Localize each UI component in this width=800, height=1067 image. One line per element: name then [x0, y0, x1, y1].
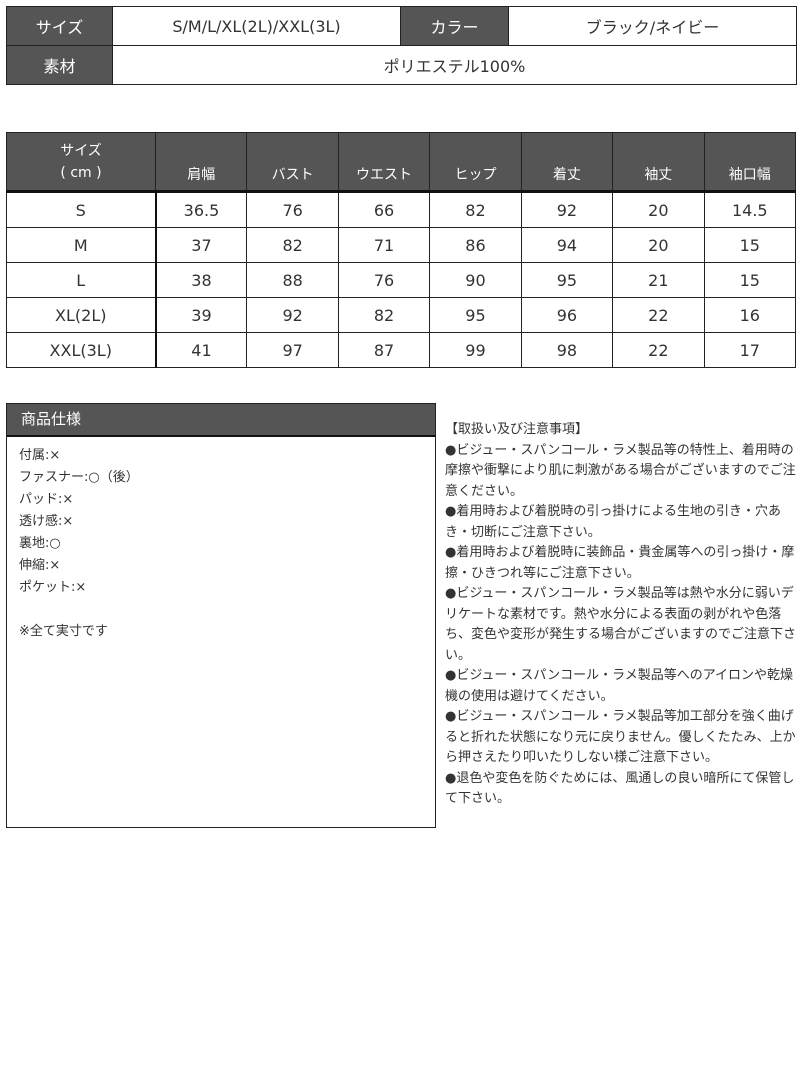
care-note: ●退色や変色を防ぐためには、風通しの良い暗所にて保管して下さい。 — [445, 770, 795, 807]
measurement-cell: 94 — [520, 227, 614, 263]
measurement-cell: 96 — [520, 297, 614, 333]
measurement-cell: 82 — [337, 297, 431, 333]
size-cell: L — [6, 262, 157, 298]
material-value: ポリエステル100% — [112, 45, 797, 85]
column-header: 肩幅 — [154, 132, 248, 193]
spec-item: ファスナー:○（後） — [19, 470, 139, 485]
care-note: ●ビジュー・スパンコール・ラメ製品等加工部分を強く曲げると折れた状態になり元に戻… — [445, 709, 796, 765]
care-note: ●ビジュー・スパンコール・ラメ製品等は熱や水分に弱いデリケートな素材です。熱や水… — [445, 586, 797, 663]
size-header-line2: ( cm ) — [60, 164, 102, 181]
material-label: 素材 — [6, 45, 113, 85]
spec-item: 伸縮:× — [19, 558, 61, 573]
measurement-cell: 88 — [246, 262, 339, 298]
size-row: M 37 82 71 86 94 20 15 — [6, 227, 797, 263]
care-note: ●ビジュー・スパンコール・ラメ製品等の特性上、着用時の摩擦や衝撃により肌に刺激が… — [445, 442, 796, 499]
column-header: ウエスト — [337, 132, 431, 193]
measurement-cell: 97 — [246, 332, 339, 368]
measurement-cell: 36.5 — [154, 191, 248, 228]
spec-note: ※全て実寸です — [19, 624, 108, 639]
measurement-cell: 98 — [520, 332, 614, 368]
size-chart-header: サイズ ( cm ) 肩幅 バスト ウエスト ヒップ 着丈 袖丈 袖口幅 — [6, 132, 797, 193]
size-row: XL(2L) 39 92 82 95 96 22 16 — [6, 297, 797, 333]
measurement-cell: 21 — [612, 262, 705, 298]
care-notes: 【取扱い及び注意事項】 ●ビジュー・スパンコール・ラメ製品等の特性上、着用時の摩… — [445, 420, 797, 810]
column-header: ヒップ — [429, 132, 522, 193]
size-row: XXL(3L) 41 97 87 99 98 22 17 — [6, 332, 797, 368]
spec-title: 商品仕様 — [7, 404, 435, 437]
spec-item: パッド:× — [19, 492, 74, 507]
size-cell: S — [6, 191, 157, 228]
product-info-table: サイズ S/M/L/XL(2L)/XXL(3L) カラー ブラック/ネイビー 素… — [6, 6, 797, 85]
measurement-cell: 17 — [703, 332, 797, 368]
spec-item: 透け感:× — [19, 514, 74, 529]
measurement-cell: 86 — [429, 227, 522, 263]
column-header: 着丈 — [520, 132, 614, 193]
product-spec-box: 商品仕様 付属:× ファスナー:○（後） パッド:× 透け感:× 裏地:○ 伸縮… — [6, 403, 436, 828]
measurement-cell: 95 — [520, 262, 614, 298]
size-row: L 38 88 76 90 95 21 15 — [6, 262, 797, 298]
care-note: ●着用時および着脱時に装飾品・貴金属等への引っ掛け・摩擦・ひきつれ等にご注意下さ… — [445, 545, 795, 581]
measurement-cell: 95 — [429, 297, 522, 333]
measurement-cell: 82 — [246, 227, 339, 263]
size-chart-table: サイズ ( cm ) 肩幅 バスト ウエスト ヒップ 着丈 袖丈 袖口幅 S 36… — [6, 132, 797, 368]
size-header-line1: サイズ — [60, 142, 102, 159]
size-cell: M — [6, 227, 157, 263]
measurement-cell: 22 — [612, 332, 705, 368]
column-header: 袖口幅 — [703, 132, 797, 193]
color-label: カラー — [400, 6, 509, 46]
measurement-cell: 92 — [246, 297, 339, 333]
measurement-cell: 37 — [154, 227, 248, 263]
spec-item: 付属:× — [19, 448, 61, 463]
size-cell: XL(2L) — [6, 297, 157, 333]
care-notes-title: 【取扱い及び注意事項】 — [445, 422, 589, 437]
care-note: ●ビジュー・スパンコール・ラメ製品等へのアイロンや乾燥機の使用は避けてください。 — [445, 668, 794, 704]
measurement-cell: 92 — [520, 191, 614, 228]
measurement-cell: 99 — [429, 332, 522, 368]
spec-item: 裏地:○ — [19, 536, 61, 551]
measurement-cell: 15 — [703, 262, 797, 298]
measurement-cell: 71 — [337, 227, 431, 263]
color-value: ブラック/ネイビー — [508, 6, 797, 46]
measurement-cell: 87 — [337, 332, 431, 368]
measurement-cell: 41 — [154, 332, 248, 368]
measurement-cell: 15 — [703, 227, 797, 263]
measurement-cell: 82 — [429, 191, 522, 228]
spec-item: ポケット:× — [19, 580, 87, 595]
measurement-cell: 38 — [154, 262, 248, 298]
measurement-cell: 76 — [246, 191, 339, 228]
column-header: 袖丈 — [612, 132, 705, 193]
care-note: ●着用時および着脱時の引っ掛けによる生地の引き・穴あき・切断にご注意下さい。 — [445, 504, 781, 540]
size-cell: XXL(3L) — [6, 332, 157, 368]
measurement-cell: 20 — [612, 191, 705, 228]
measurement-cell: 14.5 — [703, 191, 797, 228]
measurement-cell: 20 — [612, 227, 705, 263]
measurement-cell: 16 — [703, 297, 797, 333]
size-column-header: サイズ ( cm ) — [6, 132, 156, 193]
measurement-cell: 76 — [337, 262, 431, 298]
measurement-cell: 66 — [337, 191, 431, 228]
size-row: S 36.5 76 66 82 92 20 14.5 — [6, 191, 797, 228]
size-label: サイズ — [6, 6, 113, 46]
measurement-cell: 22 — [612, 297, 705, 333]
column-header: バスト — [246, 132, 339, 193]
measurement-cell: 39 — [154, 297, 248, 333]
measurement-cell: 90 — [429, 262, 522, 298]
size-value: S/M/L/XL(2L)/XXL(3L) — [112, 6, 401, 46]
